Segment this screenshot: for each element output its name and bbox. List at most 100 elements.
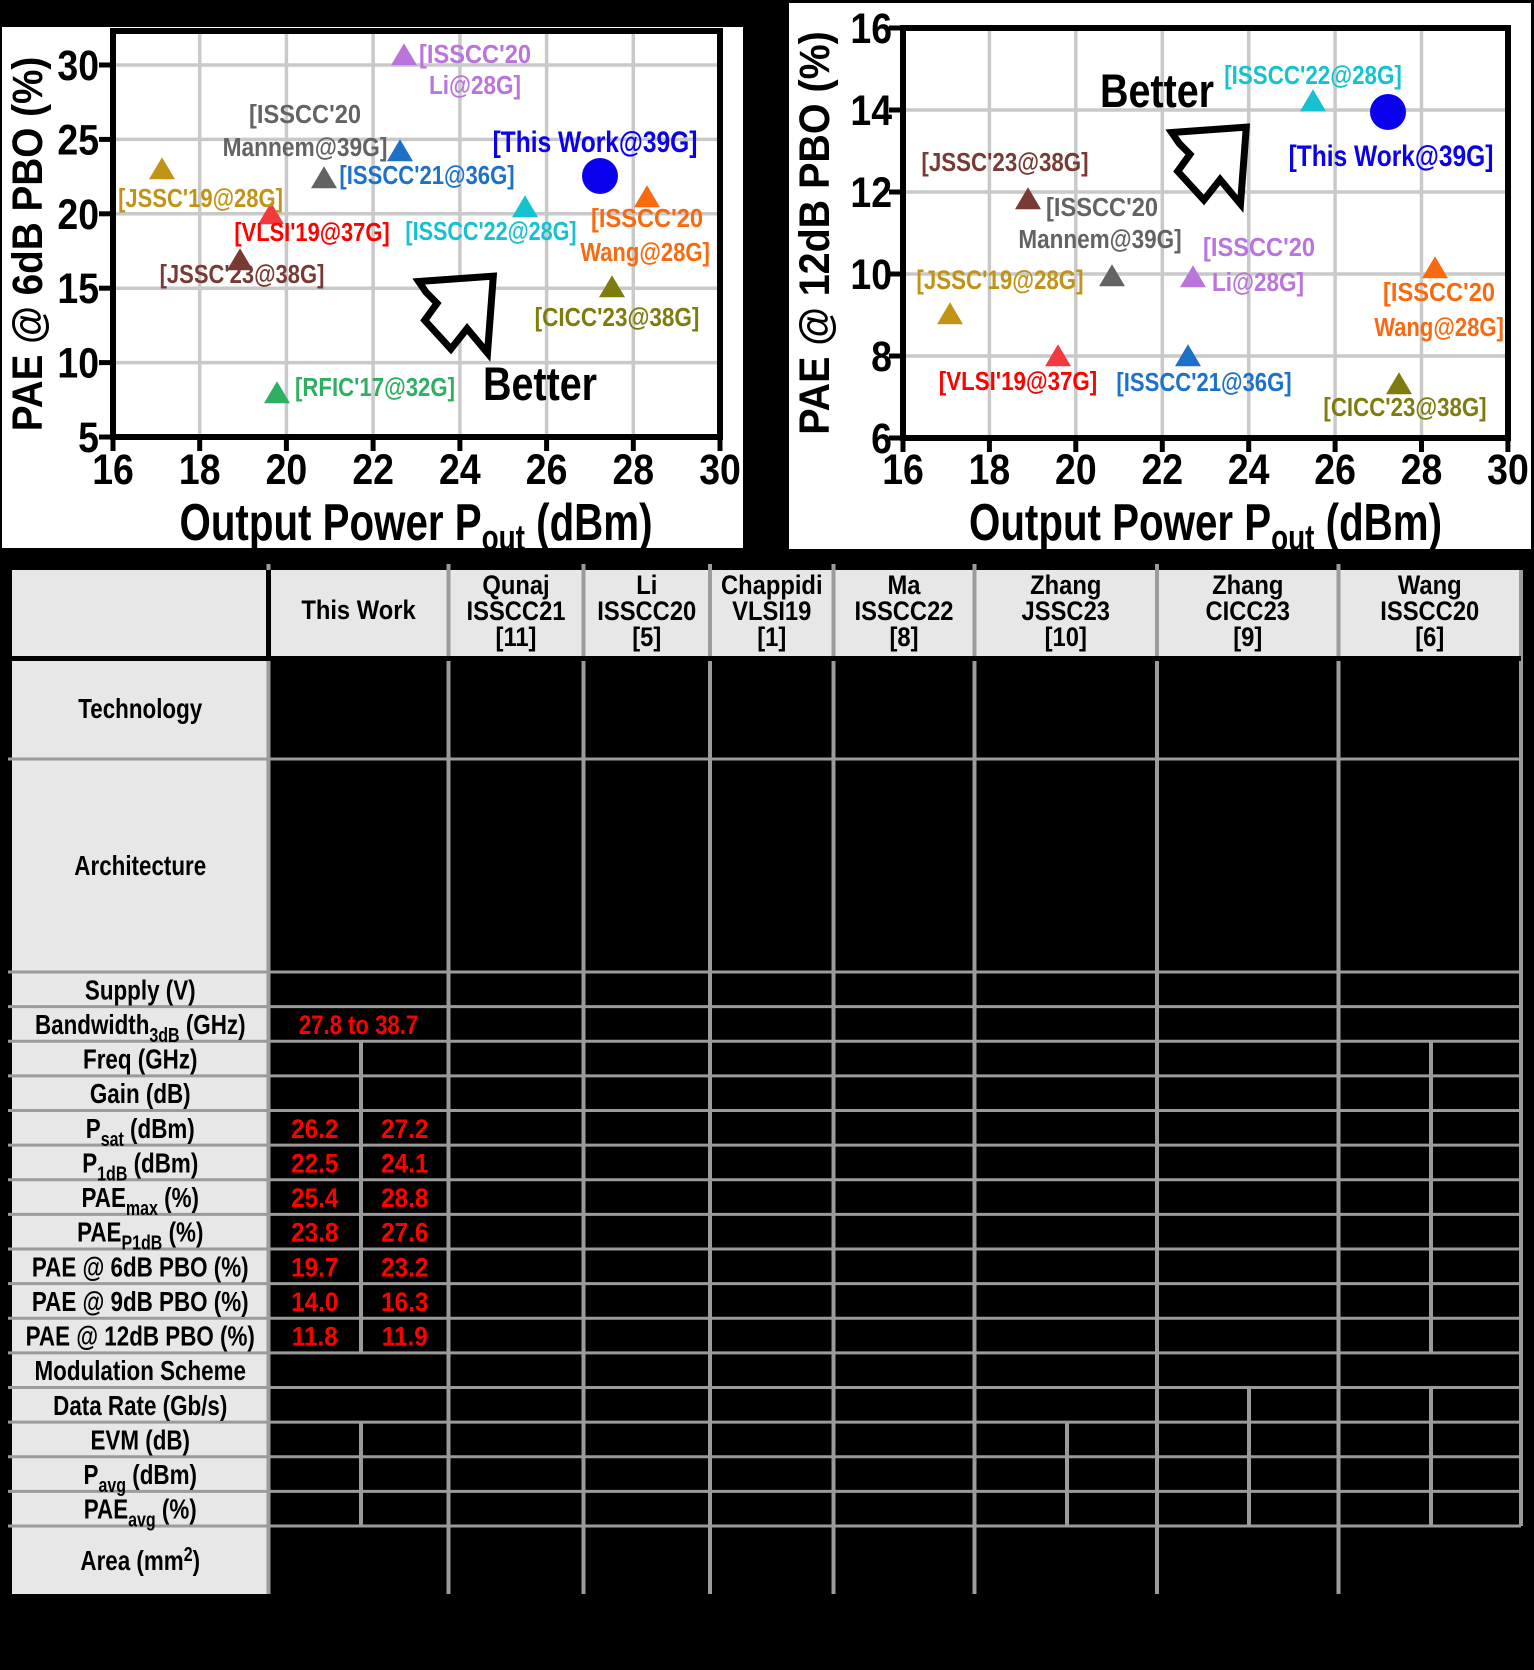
svg-text:[ISSCC'20: [ISSCC'20 <box>1203 233 1315 262</box>
svg-text:Freq (GHz): Freq (GHz) <box>83 1044 197 1075</box>
svg-text:12: 12 <box>850 169 892 217</box>
svg-text:28.8: 28.8 <box>381 1184 428 1213</box>
svg-text:PAE @ 12dB PBO (%): PAE @ 12dB PBO (%) <box>790 31 838 435</box>
svg-text:Bandwidth3dB (GHz): Bandwidth3dB (GHz) <box>35 1010 246 1047</box>
svg-text:[VLSI'19@37G]: [VLSI'19@37G] <box>939 367 1097 396</box>
svg-text:20: 20 <box>57 190 99 238</box>
svg-text:14: 14 <box>850 87 892 135</box>
svg-text:26: 26 <box>1314 446 1356 494</box>
svg-text:15: 15 <box>57 265 99 313</box>
svg-text:Li: Li <box>636 571 657 601</box>
svg-text:14.0: 14.0 <box>291 1288 338 1317</box>
svg-text:ISSCC20: ISSCC20 <box>597 597 696 627</box>
svg-text:Ma: Ma <box>887 571 921 601</box>
svg-text:ISSCC22: ISSCC22 <box>854 597 953 627</box>
svg-text:[8]: [8] <box>889 623 918 653</box>
svg-text:[11]: [11] <box>496 623 537 653</box>
svg-text:[ISSCC'20: [ISSCC'20 <box>1383 278 1495 307</box>
svg-text:Better: Better <box>1100 66 1214 118</box>
svg-text:[CICC'23@38G]: [CICC'23@38G] <box>1323 393 1486 422</box>
svg-text:16: 16 <box>850 5 892 53</box>
svg-text:[10]: [10] <box>1045 623 1087 653</box>
svg-text:27.2: 27.2 <box>381 1115 428 1144</box>
svg-text:PAE @ 6dB PBO (%): PAE @ 6dB PBO (%) <box>3 57 51 431</box>
svg-text:22.5: 22.5 <box>291 1149 338 1178</box>
svg-text:27.8 to 38.7: 27.8 to 38.7 <box>299 1011 418 1041</box>
svg-text:30: 30 <box>57 42 99 90</box>
svg-text:[JSSC'23@38G]: [JSSC'23@38G] <box>921 148 1088 177</box>
svg-text:24: 24 <box>439 446 481 494</box>
svg-text:Zhang: Zhang <box>1212 571 1283 601</box>
svg-text:Gain (dB): Gain (dB) <box>90 1079 191 1110</box>
svg-text:[VLSI'19@37G]: [VLSI'19@37G] <box>234 218 389 247</box>
svg-text:Li@28G]: Li@28G] <box>1212 268 1304 297</box>
svg-text:10: 10 <box>57 339 99 387</box>
svg-text:[5]: [5] <box>632 623 661 653</box>
svg-text:Mannem@39G]: Mannem@39G] <box>1018 225 1181 254</box>
svg-text:Data Rate (Gb/s): Data Rate (Gb/s) <box>53 1391 227 1422</box>
svg-text:Area (mm2): Area (mm2) <box>80 1543 200 1576</box>
svg-text:Pavg (dBm): Pavg (dBm) <box>84 1460 197 1497</box>
svg-text:Better: Better <box>483 359 597 411</box>
svg-text:Technology: Technology <box>78 694 202 725</box>
svg-text:11.9: 11.9 <box>382 1322 428 1351</box>
svg-text:[ISSCC'20: [ISSCC'20 <box>1046 193 1158 222</box>
svg-text:Li@28G]: Li@28G] <box>429 71 521 100</box>
svg-text:[ISSCC'22@28G]: [ISSCC'22@28G] <box>405 217 576 246</box>
svg-text:22: 22 <box>352 446 394 494</box>
svg-text:[1]: [1] <box>757 623 786 653</box>
svg-text:30: 30 <box>699 446 741 494</box>
svg-text:23.8: 23.8 <box>291 1219 338 1248</box>
svg-text:5: 5 <box>78 414 99 462</box>
svg-text:[This Work@39G]: [This Work@39G] <box>493 124 698 158</box>
svg-text:[ISSCC'21@36G]: [ISSCC'21@36G] <box>1116 368 1291 397</box>
svg-text:JSSC23: JSSC23 <box>1022 597 1110 627</box>
svg-text:PAE @ 6dB PBO (%): PAE @ 6dB PBO (%) <box>32 1252 249 1283</box>
svg-text:19.7: 19.7 <box>291 1253 338 1282</box>
svg-text:VLSI19: VLSI19 <box>732 597 811 627</box>
svg-text:Mannem@39G]: Mannem@39G] <box>223 133 388 162</box>
svg-text:25.4: 25.4 <box>291 1184 339 1213</box>
svg-text:Output Power Pout (dBm): Output Power Pout (dBm) <box>969 493 1442 558</box>
svg-text:16: 16 <box>92 446 134 494</box>
svg-text:28: 28 <box>612 446 654 494</box>
svg-text:25: 25 <box>57 116 99 164</box>
svg-text:16: 16 <box>882 446 924 494</box>
svg-text:Wang@28G]: Wang@28G] <box>1374 313 1504 342</box>
svg-text:18: 18 <box>969 446 1011 494</box>
svg-text:CICC23: CICC23 <box>1206 597 1290 627</box>
svg-text:ISSCC20: ISSCC20 <box>1380 597 1479 627</box>
svg-text:EVM (dB): EVM (dB) <box>91 1425 190 1456</box>
svg-text:Qunaj: Qunaj <box>482 571 549 601</box>
svg-text:22: 22 <box>1141 446 1183 494</box>
svg-text:[9]: [9] <box>1233 623 1262 653</box>
svg-text:24: 24 <box>1228 446 1270 494</box>
svg-text:PAE @ 9dB PBO (%): PAE @ 9dB PBO (%) <box>32 1287 249 1318</box>
svg-text:Supply (V): Supply (V) <box>85 975 196 1006</box>
svg-text:28: 28 <box>1401 446 1443 494</box>
svg-text:Zhang: Zhang <box>1030 571 1101 601</box>
svg-text:Wang: Wang <box>1398 571 1462 601</box>
svg-text:26: 26 <box>526 446 568 494</box>
svg-text:Modulation Scheme: Modulation Scheme <box>35 1356 246 1387</box>
svg-text:[ISSCC'20: [ISSCC'20 <box>249 100 361 129</box>
svg-text:27.6: 27.6 <box>381 1219 428 1248</box>
svg-text:Architecture: Architecture <box>74 851 206 882</box>
svg-text:[CICC'23@38G]: [CICC'23@38G] <box>535 303 700 332</box>
svg-text:[JSSC'19@28G]: [JSSC'19@28G] <box>916 266 1083 296</box>
svg-text:[ISSCC'21@36G]: [ISSCC'21@36G] <box>339 161 514 190</box>
svg-text:23.2: 23.2 <box>381 1253 428 1282</box>
svg-text:Psat (dBm): Psat (dBm) <box>86 1114 195 1151</box>
svg-text:This Work: This Work <box>301 596 416 626</box>
svg-text:20: 20 <box>1055 446 1097 494</box>
svg-text:[JSSC'23@38G]: [JSSC'23@38G] <box>160 260 325 289</box>
svg-text:[JSSC'19@28G]: [JSSC'19@28G] <box>118 184 283 213</box>
svg-text:PAE @ 12dB PBO (%): PAE @ 12dB PBO (%) <box>26 1321 255 1352</box>
svg-text:[This Work@39G]: [This Work@39G] <box>1289 138 1494 172</box>
svg-text:[ISSCC'20: [ISSCC'20 <box>591 204 703 233</box>
svg-text:18: 18 <box>179 446 221 494</box>
svg-text:[RFIC'17@32G]: [RFIC'17@32G] <box>295 373 455 402</box>
svg-text:20: 20 <box>266 446 308 494</box>
svg-text:ISSCC21: ISSCC21 <box>466 597 565 627</box>
svg-text:Chappidi: Chappidi <box>721 571 823 601</box>
